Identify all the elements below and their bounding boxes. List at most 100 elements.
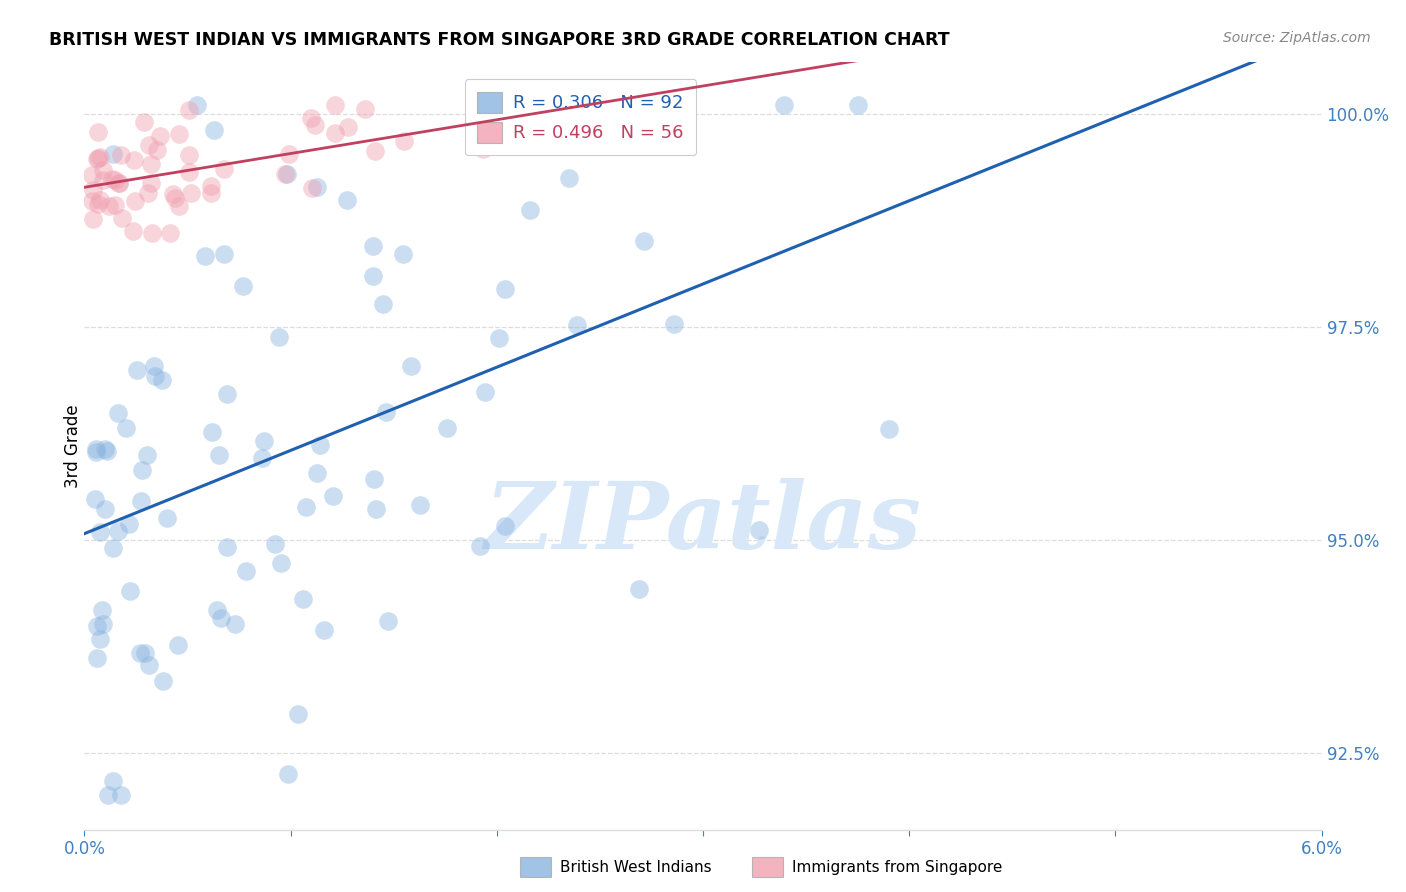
Point — [83, 492, 105, 507]
Point — [494, 518, 516, 533]
Point — [82, 212, 104, 227]
Point — [177, 103, 200, 117]
Point — [91, 616, 114, 631]
Point — [263, 537, 285, 551]
Point — [375, 404, 398, 418]
Point — [277, 767, 299, 781]
Point — [323, 126, 346, 140]
Point — [361, 268, 384, 283]
Point — [323, 98, 346, 112]
Point — [627, 582, 650, 596]
Point — [474, 385, 496, 400]
Point — [115, 421, 138, 435]
Point — [166, 638, 188, 652]
Point — [134, 114, 156, 128]
Point — [129, 494, 152, 508]
Point — [235, 565, 257, 579]
Point — [212, 247, 235, 261]
Point — [135, 448, 157, 462]
Point — [89, 632, 111, 647]
Point — [748, 524, 770, 538]
Point — [177, 148, 200, 162]
Point — [143, 359, 166, 373]
Point — [84, 442, 107, 456]
Point — [146, 143, 169, 157]
Point — [204, 123, 226, 137]
Point — [180, 186, 202, 201]
Point — [141, 157, 163, 171]
Point — [773, 98, 796, 112]
Text: British West Indians: British West Indians — [560, 861, 711, 875]
Text: Source: ZipAtlas.com: Source: ZipAtlas.com — [1223, 31, 1371, 45]
Point — [364, 501, 387, 516]
Point — [94, 442, 117, 457]
Point — [107, 524, 129, 538]
Point — [118, 584, 141, 599]
Point — [107, 406, 129, 420]
Point — [150, 373, 173, 387]
Point — [159, 226, 181, 240]
Point — [436, 421, 458, 435]
Point — [138, 137, 160, 152]
Point — [94, 502, 117, 516]
Point — [364, 145, 387, 159]
Point — [253, 434, 276, 449]
Point — [207, 602, 229, 616]
Point — [80, 169, 103, 183]
Point — [111, 211, 134, 226]
Point — [143, 369, 166, 384]
Point — [519, 203, 541, 218]
Point — [152, 673, 174, 688]
Point — [232, 278, 254, 293]
Point — [91, 163, 114, 178]
Point — [89, 150, 111, 164]
Point — [186, 98, 208, 112]
Point — [274, 167, 297, 181]
Point — [128, 646, 150, 660]
Point — [104, 198, 127, 212]
Point — [846, 98, 869, 112]
Point — [162, 186, 184, 201]
Point — [177, 164, 200, 178]
Y-axis label: 3rd Grade: 3rd Grade — [65, 404, 82, 488]
Point — [82, 183, 104, 197]
Point — [91, 173, 114, 187]
Point — [201, 425, 224, 440]
Point — [224, 616, 246, 631]
Point — [87, 125, 110, 139]
Point — [371, 297, 394, 311]
Point — [209, 611, 232, 625]
Text: Immigrants from Singapore: Immigrants from Singapore — [792, 861, 1002, 875]
Point — [194, 249, 217, 263]
Point — [494, 282, 516, 296]
Point — [391, 246, 413, 260]
Point — [217, 540, 239, 554]
Text: ZIPatlas: ZIPatlas — [485, 478, 921, 567]
Point — [110, 147, 132, 161]
Point — [363, 472, 385, 486]
Point — [163, 191, 186, 205]
Point — [276, 167, 298, 181]
Point — [301, 181, 323, 195]
Point — [138, 658, 160, 673]
Point — [86, 153, 108, 167]
Point — [167, 127, 190, 141]
Point — [86, 445, 108, 459]
Point — [488, 331, 510, 345]
Point — [124, 153, 146, 167]
Point — [250, 450, 273, 465]
Point — [287, 706, 309, 721]
Point — [149, 129, 172, 144]
Point — [322, 489, 344, 503]
Point — [215, 386, 238, 401]
Point — [633, 234, 655, 248]
Text: BRITISH WEST INDIAN VS IMMIGRANTS FROM SINGAPORE 3RD GRADE CORRELATION CHART: BRITISH WEST INDIAN VS IMMIGRANTS FROM S… — [49, 31, 950, 49]
Point — [101, 773, 124, 788]
Point — [200, 186, 222, 201]
Point — [87, 151, 110, 165]
Point — [363, 238, 385, 252]
Point — [139, 176, 162, 190]
Point — [89, 194, 111, 208]
Point — [336, 193, 359, 207]
Point — [125, 363, 148, 377]
